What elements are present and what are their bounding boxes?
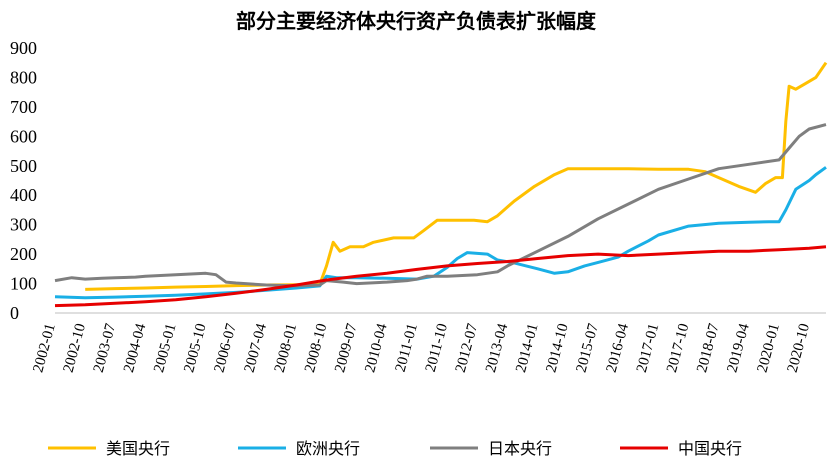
x-tick-label: 2012-07 <box>453 321 482 374</box>
x-tick-label: 2017-10 <box>664 322 692 374</box>
y-tick-label: 400 <box>10 185 37 205</box>
x-tick-label: 2005-10 <box>181 322 209 374</box>
chart-title: 部分主要经济体央行资产负债表扩张幅度 <box>236 9 597 33</box>
legend-label: 欧洲央行 <box>296 439 360 458</box>
y-tick-label: 100 <box>10 274 37 294</box>
axes: 0 100 200 300 400 500 600 700 800 900 2002-01 2002-… <box>10 38 826 374</box>
series-line-1 <box>85 61 828 291</box>
x-tick-label: 2002-10 <box>61 322 89 374</box>
x-tick-label: 2008-10 <box>302 322 330 374</box>
x-tick-label: 2008-01 <box>272 322 300 374</box>
y-tick-label: 700 <box>10 97 37 117</box>
y-tick-label: 800 <box>10 67 37 87</box>
y-tick-label: 0 <box>10 303 19 323</box>
legend-label: 中国央行 <box>678 439 742 458</box>
legend: 美国央行 欧洲央行 日本央行 中国央行 <box>48 439 742 458</box>
x-tick-label: 2004-04 <box>121 321 150 374</box>
x-tick-label: 2015-07 <box>574 321 603 374</box>
series-line-4 <box>54 245 827 308</box>
x-tick-label: 2013-04 <box>483 321 512 374</box>
x-tick-label: 2005-01 <box>151 322 179 374</box>
x-tick-label: 2003-07 <box>91 321 120 374</box>
x-tick-label: 2010-04 <box>362 321 391 374</box>
series-line-3 <box>54 123 827 288</box>
series-line-2 <box>54 166 827 300</box>
x-tick-label: 2014-01 <box>513 322 541 374</box>
y-tick-label: 200 <box>10 244 37 264</box>
x-tick-label: 2019-04 <box>724 321 753 374</box>
x-tick-label: 2006-07 <box>211 321 240 374</box>
legend-label: 美国央行 <box>106 439 170 458</box>
legend-label: 日本央行 <box>488 439 552 458</box>
x-tick-label: 2007-04 <box>242 321 271 374</box>
x-tick-label: 2016-04 <box>604 321 633 374</box>
series-layer <box>54 61 828 308</box>
x-tick-label: 2014-10 <box>543 322 571 374</box>
x-tick-label: 2011-10 <box>423 322 451 374</box>
x-tick-label: 2009-07 <box>332 321 361 374</box>
x-tick-label: 2011-01 <box>393 322 421 374</box>
x-tick-label: 2002-01 <box>30 322 58 374</box>
y-tick-label: 600 <box>10 126 37 146</box>
x-tick-label: 2018-07 <box>694 321 723 374</box>
x-tick-label: 2017-01 <box>634 322 662 374</box>
x-tick-label: 2020-01 <box>755 322 783 374</box>
y-tick-label: 500 <box>10 156 37 176</box>
y-tick-label: 900 <box>10 38 37 58</box>
y-tick-label: 300 <box>10 215 37 235</box>
x-tick-label: 2020-10 <box>785 322 813 374</box>
